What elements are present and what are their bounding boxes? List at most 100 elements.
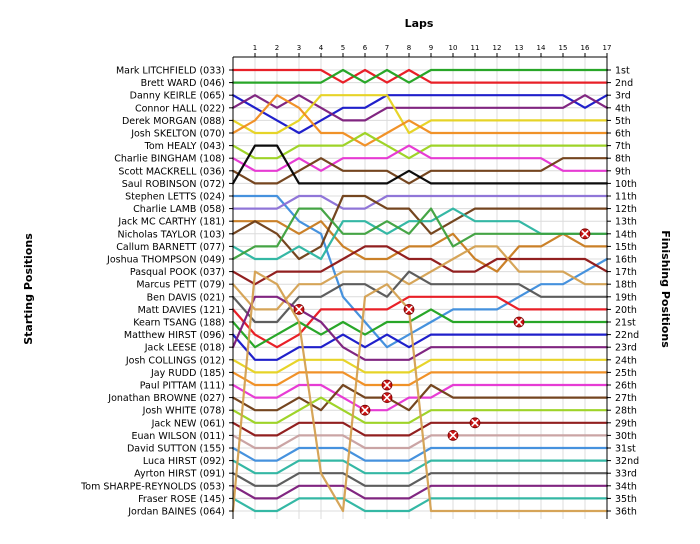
series-line-25 bbox=[231, 371, 609, 387]
series-line-20 bbox=[231, 295, 609, 349]
starting-position-label: Josh SKELTON (070) bbox=[130, 129, 225, 140]
starting-position-label: Connor HALL (022) bbox=[135, 103, 225, 114]
x-tick-label: 12 bbox=[493, 44, 502, 52]
starting-position-label: Jay RUDD (185) bbox=[150, 368, 225, 379]
series-line-34 bbox=[231, 484, 609, 500]
finishing-position-label: 4th bbox=[615, 103, 631, 114]
starting-position-label: Brett WARD (046) bbox=[141, 78, 225, 89]
x-tick-label: 7 bbox=[385, 44, 389, 52]
starting-position-label: Luca HIRST (092) bbox=[143, 456, 225, 467]
starting-position-label: Josh COLLINGS (012) bbox=[125, 355, 225, 366]
finishing-position-label: 22nd bbox=[615, 330, 639, 341]
starting-position-label: Jonathan BROWNE (027) bbox=[107, 393, 225, 404]
series-line-19 bbox=[231, 270, 609, 324]
finishing-position-label: 32nd bbox=[615, 456, 639, 467]
retirement-marker-cross bbox=[361, 406, 369, 414]
finishing-position-label: 30th bbox=[615, 431, 637, 442]
starting-position-label: Fraser ROSE (145) bbox=[138, 494, 225, 505]
starting-position-label: Tom SHARPE-REYNOLDS (053) bbox=[80, 481, 225, 492]
series-line-13 bbox=[231, 220, 609, 273]
series-line-30 bbox=[231, 434, 609, 450]
finishing-position-label: 23rd bbox=[615, 343, 637, 354]
starting-position-label: Charlie LAMB (058) bbox=[133, 204, 225, 215]
series-line-8 bbox=[231, 144, 609, 172]
finishing-position-label: 26th bbox=[615, 381, 637, 392]
starting-position-label: Marcus PETT (079) bbox=[136, 280, 225, 291]
starting-position-label: Pasqual POOK (037) bbox=[130, 267, 225, 278]
x-tick-label: 13 bbox=[515, 44, 524, 52]
retirement-marker bbox=[381, 392, 393, 404]
x-axis-title: Laps bbox=[405, 17, 434, 30]
retirement-marker-cross bbox=[581, 230, 589, 238]
x-tick-label: 9 bbox=[429, 44, 433, 52]
x-tick-label: 3 bbox=[297, 44, 301, 52]
finishing-position-label: 35th bbox=[615, 494, 637, 505]
series-line-16 bbox=[231, 207, 609, 261]
series-line-22 bbox=[231, 333, 609, 361]
series-line-10 bbox=[231, 144, 609, 185]
retirement-marker bbox=[359, 404, 371, 416]
starting-position-label: Jack MC CARTHY (181) bbox=[117, 217, 225, 228]
finishing-position-label: 25th bbox=[615, 368, 637, 379]
starting-position-label: Callum BARNETT (077) bbox=[116, 242, 225, 253]
starting-position-label: Scott MACKRELL (036) bbox=[118, 166, 225, 177]
finishing-position-label: 17th bbox=[615, 267, 637, 278]
starting-position-label: Charlie BINGHAM (108) bbox=[114, 154, 225, 165]
series-line-29 bbox=[231, 421, 609, 437]
retirement-marker bbox=[293, 303, 305, 315]
series-line-31 bbox=[231, 446, 609, 462]
finishing-position-label: 13th bbox=[615, 217, 637, 228]
x-tick-label: 8 bbox=[407, 44, 411, 52]
y-axis-title-right: Finishing Positions bbox=[659, 230, 672, 348]
retirement-marker-cross bbox=[515, 318, 523, 326]
x-tick-label: 5 bbox=[341, 44, 345, 52]
starting-position-label: Matt DAVIES (121) bbox=[138, 305, 225, 316]
x-tick-label: 10 bbox=[449, 44, 458, 52]
axes bbox=[229, 53, 611, 519]
x-tick-label: 1 bbox=[253, 44, 257, 52]
starting-position-label: Ayrton HIRST (091) bbox=[134, 469, 225, 480]
x-tick-label: 14 bbox=[537, 44, 546, 52]
x-tick-label: 17 bbox=[603, 44, 612, 52]
series-line-12 bbox=[231, 194, 609, 210]
starting-position-label: Mark LITCHFIELD (033) bbox=[116, 66, 225, 77]
starting-position-label: Joshua THOMPSON (049) bbox=[106, 255, 225, 266]
series-line-17 bbox=[231, 245, 609, 286]
retirement-markers bbox=[293, 228, 591, 441]
starting-position-label: Derek MORGAN (088) bbox=[122, 116, 225, 127]
starting-position-label: Paul PITTAM (111) bbox=[140, 381, 225, 392]
x-tick-label: 15 bbox=[559, 44, 568, 52]
x-tick-label: 6 bbox=[363, 44, 368, 52]
finishing-position-label: 36th bbox=[615, 507, 637, 518]
series-line-6 bbox=[231, 94, 609, 147]
finishing-position-label: 2nd bbox=[615, 78, 633, 89]
series-layer bbox=[231, 68, 609, 513]
retirement-marker bbox=[381, 379, 393, 391]
finishing-position-label: 11th bbox=[615, 192, 637, 203]
series-line-27 bbox=[231, 383, 609, 412]
retirement-marker-cross bbox=[295, 305, 303, 313]
finishing-position-label: 20th bbox=[615, 305, 637, 316]
finishing-position-label: 15th bbox=[615, 242, 637, 253]
starting-position-label: Kearn TSANG (188) bbox=[133, 318, 225, 329]
finishing-position-label: 29th bbox=[615, 418, 637, 429]
retirement-marker bbox=[447, 429, 459, 441]
finishing-position-label: 7th bbox=[615, 141, 631, 152]
finishing-position-label: 27th bbox=[615, 393, 637, 404]
finishing-position-label: 9th bbox=[615, 166, 631, 177]
x-tick-label: 16 bbox=[581, 44, 590, 52]
finishing-position-label: 1st bbox=[615, 66, 630, 77]
finishing-position-label: 21st bbox=[615, 318, 636, 329]
finishing-position-label: 31st bbox=[615, 444, 636, 455]
series-line-32 bbox=[231, 459, 609, 475]
starting-position-label: Tom HEALY (043) bbox=[144, 141, 225, 152]
finishing-position-label: 12th bbox=[615, 204, 637, 215]
finishing-position-label: 16th bbox=[615, 255, 637, 266]
retirement-marker-cross bbox=[405, 305, 413, 313]
starting-position-label: Matthew HIRST (096) bbox=[124, 330, 225, 341]
finishing-position-label: 24th bbox=[615, 355, 637, 366]
starting-position-label: Saul ROBINSON (072) bbox=[122, 179, 225, 190]
